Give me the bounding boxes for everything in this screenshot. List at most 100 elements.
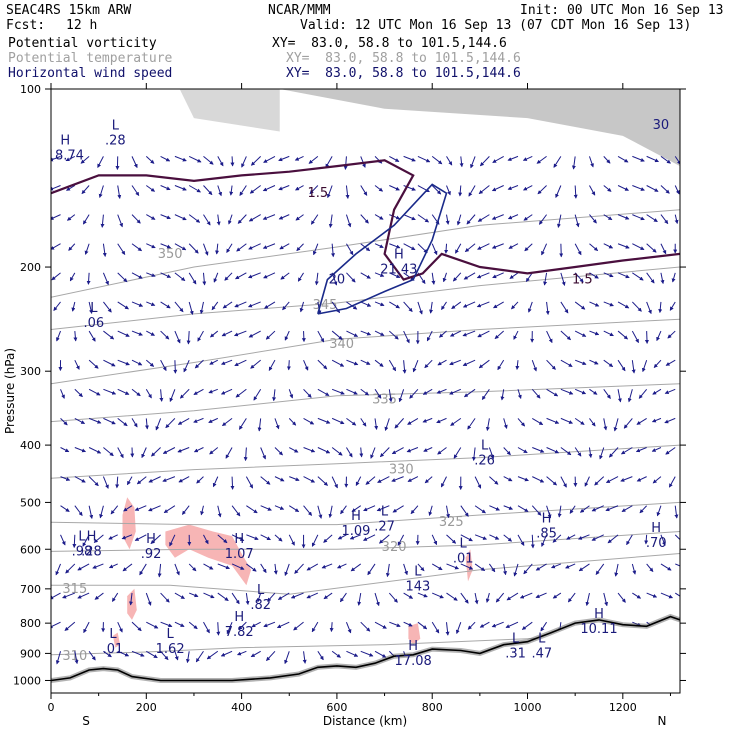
wind-vector — [566, 534, 576, 540]
wind-vector — [451, 301, 462, 310]
wind-vector — [117, 621, 123, 633]
wind-vector — [531, 388, 541, 399]
extremum-letter: L — [512, 632, 520, 647]
wind-vector — [231, 563, 245, 570]
wind-vector — [303, 417, 315, 425]
wind-vector — [403, 592, 414, 599]
wind-vector — [278, 185, 290, 191]
wind-vector — [668, 476, 676, 488]
theta-contour-label: 315 — [62, 582, 87, 597]
wind-vector — [346, 359, 359, 366]
wind-vector — [303, 476, 316, 483]
wind-vector — [360, 272, 371, 279]
wind-vector — [88, 330, 96, 342]
extremum-value: .98 — [72, 545, 93, 560]
wind-vector — [343, 156, 348, 170]
wind-vector — [74, 651, 79, 665]
wind-vector — [595, 563, 605, 575]
wind-vector — [481, 388, 490, 401]
wind-vector — [646, 185, 659, 192]
wind-vector — [437, 359, 447, 366]
wind-vector — [245, 592, 250, 606]
extremum-value: .92 — [141, 547, 162, 562]
wind-vector — [589, 272, 599, 279]
wind-vector — [290, 592, 304, 599]
wind-vector — [88, 476, 99, 487]
wind-vector — [379, 447, 390, 458]
y-axis-title: Pressure (hPa) — [3, 348, 17, 434]
wind-vector — [603, 418, 608, 431]
wind-vector — [331, 417, 345, 425]
wind-vector — [546, 505, 552, 519]
wind-vector — [449, 330, 462, 337]
wind-vector — [557, 214, 562, 228]
y-tick-label: 500 — [20, 496, 41, 509]
wind-vector — [188, 214, 201, 223]
wind-vector — [66, 214, 76, 221]
wind-vector — [620, 447, 633, 455]
wind-vector — [310, 214, 319, 225]
wind-vector — [346, 272, 356, 283]
wind-vector — [374, 418, 379, 430]
wind-vector — [423, 447, 433, 452]
wind-vector — [131, 214, 141, 224]
wind-vector — [546, 447, 560, 454]
wind-vector — [100, 214, 105, 228]
wind-vector — [69, 272, 76, 282]
extremum-value: .31 — [505, 647, 526, 662]
init-time: Init: 00 UTC Mon 16 Sep 13 — [520, 3, 724, 18]
wind-vector — [247, 301, 261, 308]
wind-vector — [177, 447, 190, 453]
wind-vector — [589, 243, 599, 252]
wind-vector — [103, 388, 117, 395]
wind-vector — [217, 185, 223, 197]
wind-vector — [636, 417, 647, 425]
wind-vector — [262, 243, 276, 249]
wind-vector — [267, 592, 276, 602]
wind-vector — [467, 418, 476, 430]
wind-vector — [653, 359, 662, 368]
wind-vector — [531, 359, 537, 372]
wind-vector — [594, 476, 605, 486]
extremum-letter: L — [90, 301, 98, 316]
extremum-letter: H — [542, 512, 552, 527]
pv-shading-upper — [279, 89, 680, 167]
wind-vector — [230, 476, 235, 490]
wind-vector — [388, 330, 399, 340]
wind-vector — [131, 156, 138, 169]
wind-vector — [459, 156, 464, 168]
wind-vector — [635, 447, 647, 453]
wind-vector — [203, 592, 215, 599]
pink-shading-region — [112, 632, 121, 648]
wind-vector — [503, 505, 514, 510]
wind-vector — [103, 359, 116, 367]
wind-vector — [160, 359, 167, 372]
wind-vector — [325, 156, 333, 168]
north-end-label: N — [658, 714, 667, 728]
wind-vector — [188, 185, 201, 193]
extremum-value: 10.11 — [580, 622, 617, 637]
wind-vector — [403, 155, 416, 162]
wind-vector — [493, 301, 504, 309]
wind-vector — [155, 418, 162, 431]
wind-vector — [546, 330, 553, 344]
wind-vector — [103, 417, 116, 425]
extremum-letter: L — [381, 504, 389, 519]
wind-vector — [60, 505, 70, 512]
theta-contour-line — [51, 383, 680, 423]
wind-vector — [260, 505, 272, 511]
wind-vector — [517, 418, 526, 427]
extremum-value: .26 — [474, 453, 495, 468]
wind-vector — [145, 156, 155, 164]
y-tick-label: 800 — [20, 617, 41, 630]
wind-vector — [216, 622, 221, 636]
y-tick-label: 700 — [20, 583, 41, 596]
wind-vector — [614, 563, 619, 577]
wind-vector — [431, 272, 436, 285]
wind-vector — [181, 505, 190, 515]
wind-vector — [477, 214, 490, 222]
field-xy-wind: XY= 83.0, 58.8 to 101.5,144.6 — [286, 66, 521, 81]
x-tick-label: 1000 — [514, 701, 542, 714]
wind-vector — [479, 156, 490, 167]
